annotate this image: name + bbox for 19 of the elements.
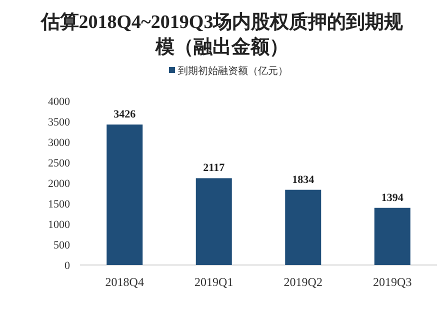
data-label: 3426 bbox=[114, 108, 136, 121]
y-tick-label: 3000 bbox=[48, 137, 70, 149]
y-tick-label: 500 bbox=[54, 240, 70, 252]
y-tick-label: 1000 bbox=[48, 219, 70, 231]
data-label: 1394 bbox=[381, 192, 404, 204]
x-tick-label: 2019Q3 bbox=[373, 275, 412, 289]
x-tick-label: 2019Q1 bbox=[194, 275, 234, 289]
y-tick-label: 4000 bbox=[48, 96, 70, 108]
legend-label: 到期初始融资额（亿元） bbox=[178, 65, 288, 77]
data-label: 2117 bbox=[203, 162, 226, 174]
x-tick-label: 2019Q2 bbox=[284, 275, 322, 289]
chart-title: 估算2018Q4~2019Q3场内股权质押的到期规模（融出金额） bbox=[40, 11, 404, 58]
y-tick-label: 2000 bbox=[48, 178, 70, 190]
data-label: 1834 bbox=[292, 174, 315, 186]
y-tick-label: 0 bbox=[64, 260, 70, 272]
x-tick-label: 2018Q4 bbox=[105, 275, 144, 289]
y-tick-label: 2500 bbox=[48, 158, 70, 170]
y-tick-label: 3500 bbox=[48, 116, 70, 128]
y-tick-label: 1500 bbox=[48, 198, 70, 210]
